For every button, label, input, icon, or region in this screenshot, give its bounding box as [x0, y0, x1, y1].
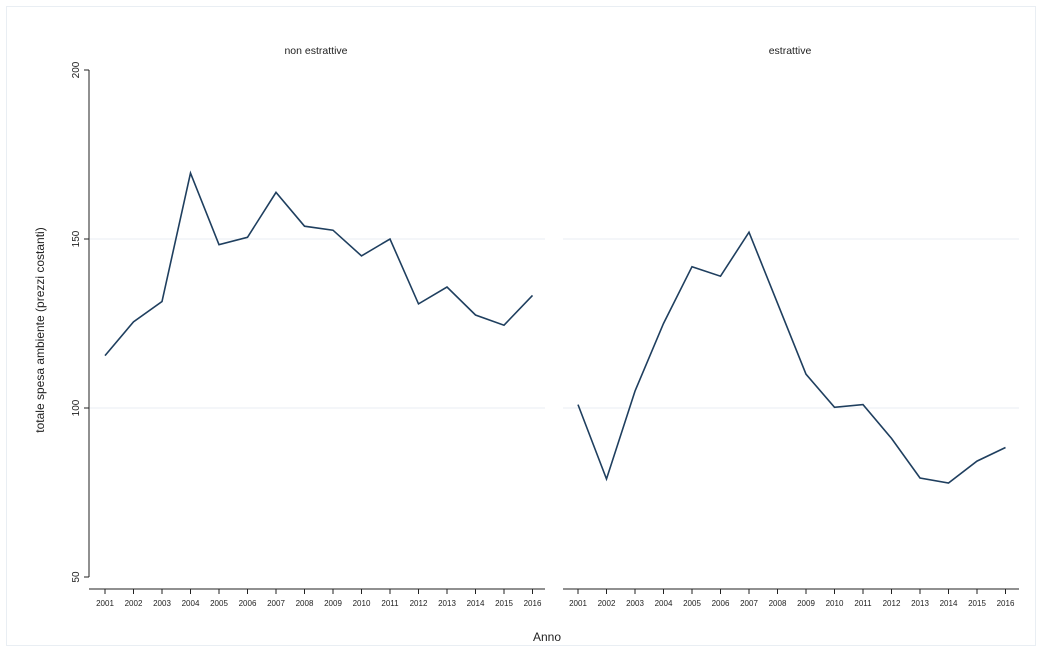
x-tick-label: 2009 [797, 599, 815, 608]
x-tick-label: 2002 [598, 599, 616, 608]
x-tick-label: 2016 [524, 599, 542, 608]
panel-non-estrattive: non estrattive 2001 2002 2003 2004 2005 2006 2… [71, 45, 545, 608]
x-tick-label: 2016 [997, 599, 1015, 608]
chart-frame [6, 6, 1036, 646]
x-tick-label: 2007 [740, 599, 758, 608]
x-tick-label: 2006 [712, 599, 730, 608]
x-tick-label: 2013 [911, 599, 929, 608]
x-tick-label: 2015 [968, 599, 986, 608]
x-tick-label: 2004 [655, 599, 673, 608]
x-tick-label: 2007 [267, 599, 285, 608]
x-tick-label: 2013 [438, 599, 456, 608]
x-tick-label: 2009 [324, 599, 342, 608]
x-ticks: 2001 2002 2003 2004 2005 2006 2007 2008 2009 2010… [569, 589, 1015, 608]
x-tick-label: 2012 [410, 599, 428, 608]
x-tick-label: 2001 [569, 599, 587, 608]
x-tick-label: 2014 [467, 599, 485, 608]
y-tick-label: 150 [71, 230, 82, 247]
gridlines [89, 238, 545, 409]
x-tick-label: 2001 [96, 599, 114, 608]
series-line-non-estrattive [104, 170, 534, 357]
x-tick-label: 2003 [626, 599, 644, 608]
x-tick-label: 2008 [296, 599, 314, 608]
x-tick-label: 2010 [353, 599, 371, 608]
x-tick-label: 2012 [883, 599, 901, 608]
x-tick-label: 2005 [683, 599, 701, 608]
x-tick-label: 2008 [769, 599, 787, 608]
y-ticks: 50 100 150 200 [71, 61, 89, 583]
x-tick-label: 2014 [940, 599, 958, 608]
y-tick-label: 200 [71, 61, 82, 78]
panel-title-estrattive: estrattive [769, 45, 812, 57]
panel-estrattive: estrattive 2001 2002 2003 2004 2005 2006 2007 2… [563, 45, 1019, 608]
x-tick-label: 2015 [495, 599, 513, 608]
y-axis-title: totale spesa ambiente (prezzi costanti) [33, 227, 47, 432]
axes [88, 70, 545, 590]
panel-title-non-estrattive: non estrattive [284, 45, 347, 57]
gridlines [563, 238, 1019, 409]
y-tick-label: 100 [71, 399, 82, 416]
x-tick-label: 2002 [125, 599, 143, 608]
series-line-estrattive [577, 230, 1006, 484]
x-tick-label: 2010 [826, 599, 844, 608]
x-tick-label: 2003 [153, 599, 171, 608]
y-tick-label: 50 [71, 571, 82, 583]
x-tick-label: 2004 [182, 599, 200, 608]
x-tick-label: 2011 [854, 599, 872, 608]
x-axis-title: Anno [533, 630, 561, 644]
x-tick-label: 2005 [210, 599, 228, 608]
x-ticks: 2001 2002 2003 2004 2005 2006 2007 2008 2009 2010… [96, 589, 542, 608]
x-tick-label: 2011 [381, 599, 399, 608]
x-tick-label: 2006 [239, 599, 257, 608]
